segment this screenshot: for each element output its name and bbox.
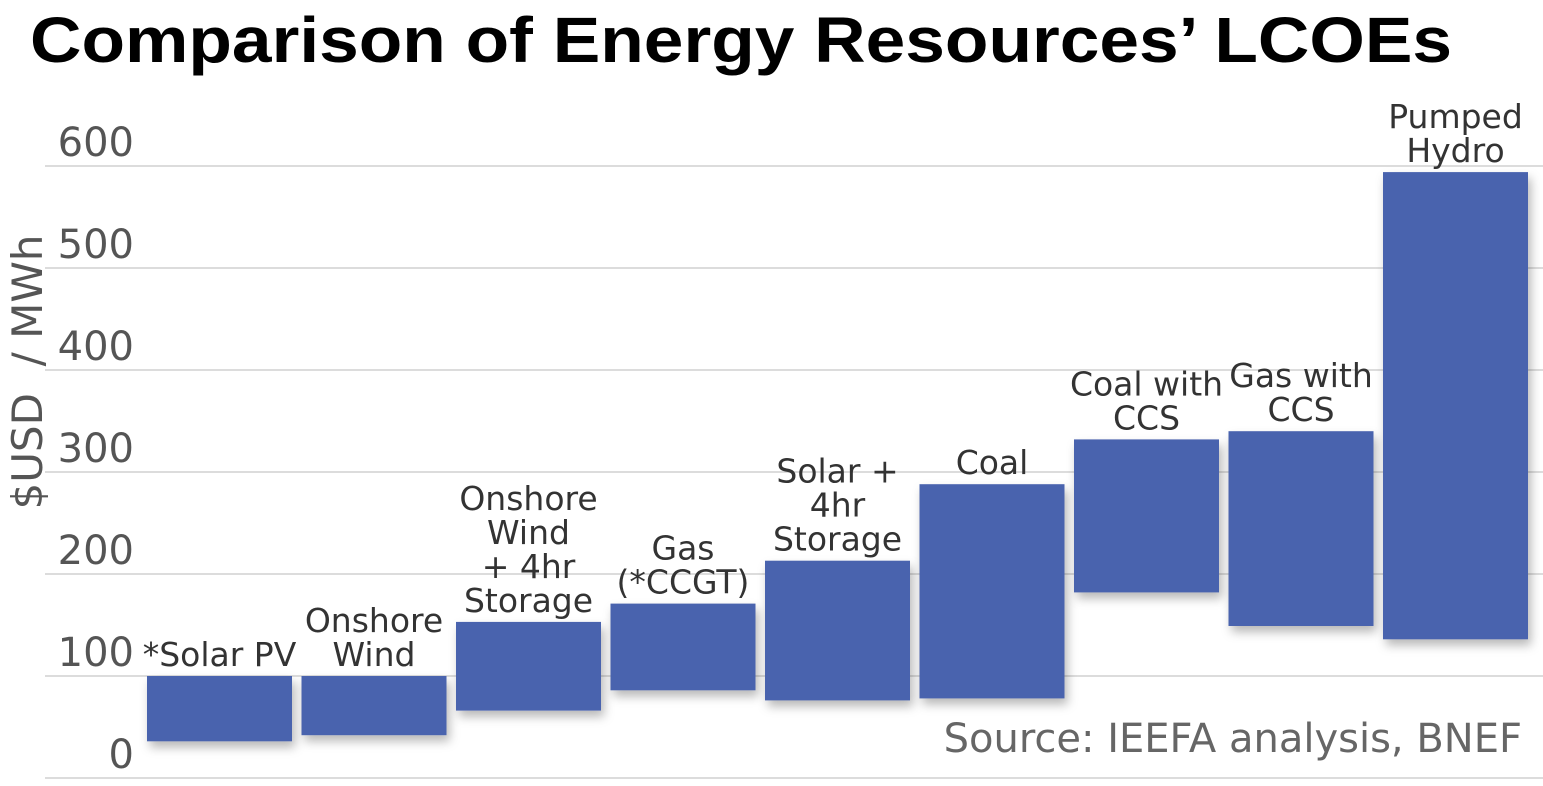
- category-label-line: (*CCGT): [617, 563, 750, 602]
- category-label-line: Wind: [487, 513, 570, 552]
- category-label: Pumped Hydro: [1388, 97, 1523, 170]
- bar: [456, 621, 601, 711]
- y-tick-label: 100: [58, 630, 134, 676]
- category-label-line: Coal: [956, 443, 1029, 482]
- bar: [765, 560, 910, 701]
- text-layer: Comparison of Energy Resources’ LCOEs $U…: [3, 4, 1523, 778]
- category-label: Onshore Wind: [305, 601, 443, 674]
- category-label-line: 4hr: [810, 486, 866, 525]
- category-label: Onshore Wind + 4hr Storage: [459, 479, 597, 620]
- category-label: Gas with CCS: [1229, 356, 1373, 429]
- bar: [1228, 431, 1374, 626]
- category-label-line: Storage: [464, 581, 593, 620]
- bar-layer: [147, 172, 1528, 742]
- y-axis-label: $USD / MWh: [3, 234, 52, 509]
- bar: [919, 484, 1065, 699]
- category-label-line: *Solar PV: [143, 635, 297, 674]
- y-tick-label: 400: [58, 324, 134, 370]
- category-label-line: Gas with: [1229, 356, 1373, 395]
- source-note: Source: IEEFA analysis, BNEF: [944, 716, 1522, 762]
- bar: [1383, 172, 1528, 640]
- y-tick-label: 0: [109, 732, 134, 778]
- category-label-line: Solar +: [776, 452, 898, 491]
- category-label-line: Pumped: [1388, 97, 1523, 136]
- category-label-line: Storage: [773, 520, 902, 559]
- y-tick-label: 500: [58, 222, 134, 268]
- category-label-line: Onshore: [305, 601, 443, 640]
- category-label: Coal with CCS: [1070, 364, 1223, 437]
- category-label: Gas (*CCGT): [617, 529, 750, 602]
- category-label: Coal: [956, 443, 1029, 482]
- bar: [301, 676, 447, 736]
- bar: [610, 603, 756, 691]
- bar: [147, 676, 292, 742]
- y-tick-label: 300: [58, 426, 134, 472]
- category-label: Solar +4hr Storage: [773, 452, 902, 559]
- category-label-line: + 4hr: [482, 547, 576, 586]
- category-label-line: Onshore: [459, 479, 597, 518]
- bar: [1074, 439, 1219, 593]
- chart-title: Comparison of Energy Resources’ LCOEs: [30, 4, 1452, 76]
- category-label: *Solar PV: [143, 635, 297, 674]
- category-label-line: CCS: [1267, 390, 1334, 429]
- y-tick-label: 200: [58, 528, 134, 574]
- category-label-line: Gas: [652, 529, 715, 568]
- y-tick-label: 600: [58, 120, 134, 166]
- category-label-line: CCS: [1113, 398, 1180, 437]
- category-label-line: Wind: [333, 635, 416, 674]
- category-label-line: Coal with: [1070, 364, 1223, 403]
- category-label-line: Hydro: [1406, 131, 1504, 170]
